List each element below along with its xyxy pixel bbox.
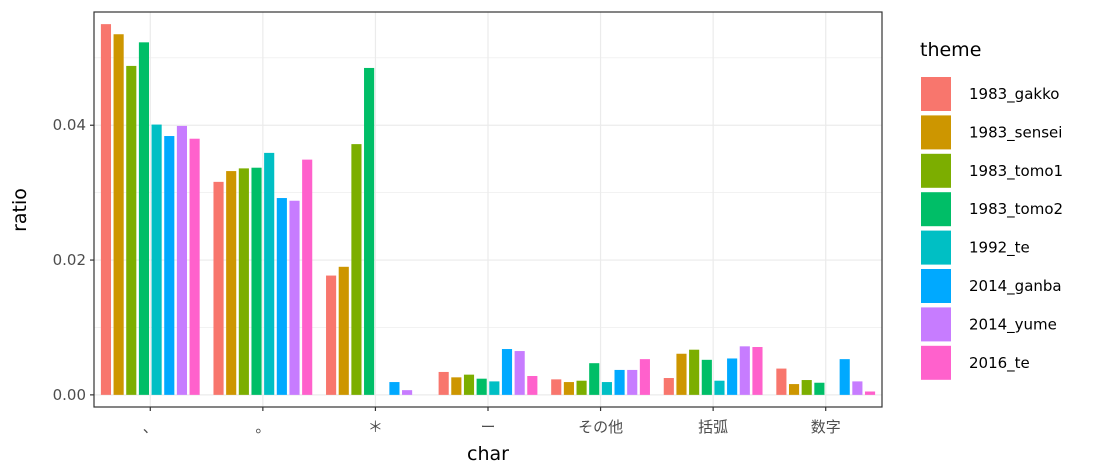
bar	[614, 369, 625, 395]
legend-swatch	[921, 153, 951, 188]
bar	[351, 144, 362, 395]
bar	[126, 65, 137, 395]
y-tick-label: 0.04	[53, 116, 86, 134]
bar	[176, 125, 188, 395]
bar	[752, 347, 763, 395]
bar	[576, 380, 587, 395]
bar	[302, 159, 313, 395]
bar	[501, 349, 513, 395]
bars	[100, 24, 876, 395]
legend-swatch	[921, 77, 951, 111]
bar	[527, 375, 538, 395]
bar	[164, 136, 175, 395]
bar	[100, 24, 112, 395]
bar	[627, 369, 638, 395]
bar	[563, 382, 574, 395]
bar	[364, 67, 375, 395]
bar	[226, 171, 237, 395]
bar	[438, 371, 449, 395]
bar	[402, 390, 413, 395]
x-tick-label: ー	[480, 418, 495, 436]
x-tick-label: 数字	[811, 418, 841, 436]
bar	[151, 124, 162, 395]
legend: theme 1983_gakko 1983_sensei 1983_tomo1 198…	[920, 39, 1063, 380]
legend-title: theme	[920, 39, 981, 61]
legend-label: 1983_gakko	[969, 85, 1059, 104]
bar	[739, 346, 750, 395]
x-tick-label: 括弧	[698, 418, 728, 436]
axes: 0.00 0.02 0.04 、 。 ＊ ー その他 括弧 数字	[53, 116, 841, 436]
bar	[189, 138, 200, 395]
legend-swatch	[921, 269, 951, 303]
bar	[601, 382, 612, 395]
legend-label: 1983_tomo1	[969, 162, 1063, 181]
bar	[689, 349, 700, 395]
bar	[788, 384, 800, 395]
legend-swatch	[921, 345, 951, 380]
bar	[839, 359, 850, 395]
x-tick-label: 、	[143, 418, 158, 436]
bar	[238, 168, 249, 395]
bar	[676, 353, 687, 395]
bar	[776, 368, 787, 395]
bar	[463, 374, 475, 395]
y-axis-title: ratio	[9, 188, 31, 232]
bar	[589, 363, 600, 395]
legend-swatch	[921, 115, 951, 150]
bar	[639, 359, 650, 395]
bar	[264, 152, 275, 395]
bar	[551, 379, 562, 395]
grid	[94, 12, 882, 407]
bar	[852, 381, 863, 395]
legend-label: 1992_te	[969, 239, 1030, 258]
legend-label: 2014_ganba	[969, 277, 1062, 296]
legend-swatch	[921, 307, 951, 342]
x-tick-label: その他	[578, 418, 623, 436]
bar	[389, 382, 400, 395]
legend-swatch	[921, 192, 951, 227]
legend-label: 1983_sensei	[969, 123, 1062, 142]
legend-label: 1983_tomo2	[969, 200, 1063, 219]
x-axis-title: char	[467, 443, 509, 465]
legend-label: 2016_te	[969, 354, 1030, 373]
bar	[326, 275, 337, 395]
bar	[489, 381, 500, 395]
x-tick-label: 。	[255, 418, 270, 436]
bar	[289, 200, 300, 395]
bar	[138, 42, 150, 395]
bar	[276, 198, 287, 395]
bar	[801, 380, 812, 395]
bar	[476, 378, 487, 395]
bar	[113, 34, 124, 395]
y-tick-label: 0.00	[53, 386, 86, 404]
bar	[714, 380, 725, 395]
bar	[451, 377, 462, 395]
bar	[701, 359, 712, 395]
legend-label: 2014_yume	[969, 315, 1057, 334]
bar	[864, 391, 876, 395]
bar	[814, 382, 825, 395]
bar	[213, 181, 224, 395]
bar	[663, 378, 674, 395]
bar	[514, 351, 525, 395]
bar	[727, 358, 738, 395]
y-tick-label: 0.02	[53, 251, 86, 269]
legend-swatch	[921, 230, 951, 265]
x-tick-label: ＊	[368, 418, 383, 436]
bar	[251, 167, 262, 395]
bar	[338, 266, 349, 395]
